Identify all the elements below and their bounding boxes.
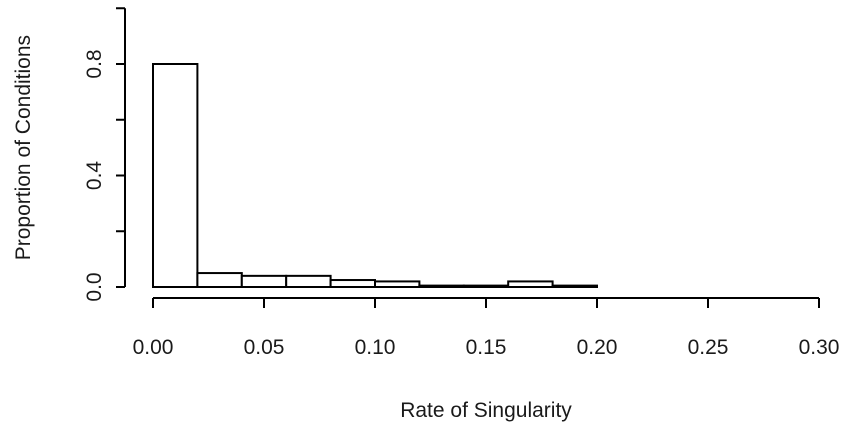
histogram-bar-4 xyxy=(329,279,377,288)
histogram-bar-9 xyxy=(551,284,598,289)
histogram-bar-2 xyxy=(240,274,288,289)
x-axis-title: Rate of Singularity xyxy=(400,399,572,422)
x-tick-label-3: 0.15 xyxy=(466,336,507,359)
y-axis: 0.0 0.4 0.8 xyxy=(83,7,126,302)
histogram-bar-8 xyxy=(507,280,554,288)
x-tick-label-2: 0.10 xyxy=(355,336,396,359)
x-tick-label-4: 0.20 xyxy=(577,336,618,359)
x-tick-label-1: 0.05 xyxy=(244,336,285,359)
y-tick-label-1: 0.4 xyxy=(83,161,106,191)
x-tick-label-6: 0.30 xyxy=(799,336,840,359)
x-tick-label-0: 0.00 xyxy=(133,336,174,359)
histogram-bar-5 xyxy=(374,280,421,288)
histogram-bar-6 xyxy=(418,284,465,289)
histogram-bar-7 xyxy=(462,284,510,289)
y-tick-label-0: 0.0 xyxy=(83,272,106,301)
histogram-bar-1 xyxy=(196,272,243,288)
histogram-bar-0 xyxy=(152,63,199,288)
histogram-bar-3 xyxy=(285,274,332,289)
x-tick-label-5: 0.25 xyxy=(688,336,729,359)
histogram-bars xyxy=(152,63,598,289)
y-axis-title: Proportion of Conditions xyxy=(12,35,35,260)
y-tick-label-2: 0.8 xyxy=(83,49,106,78)
x-axis: 0.00 0.05 0.10 0.15 0.20 0.25 0.30 xyxy=(133,297,840,359)
